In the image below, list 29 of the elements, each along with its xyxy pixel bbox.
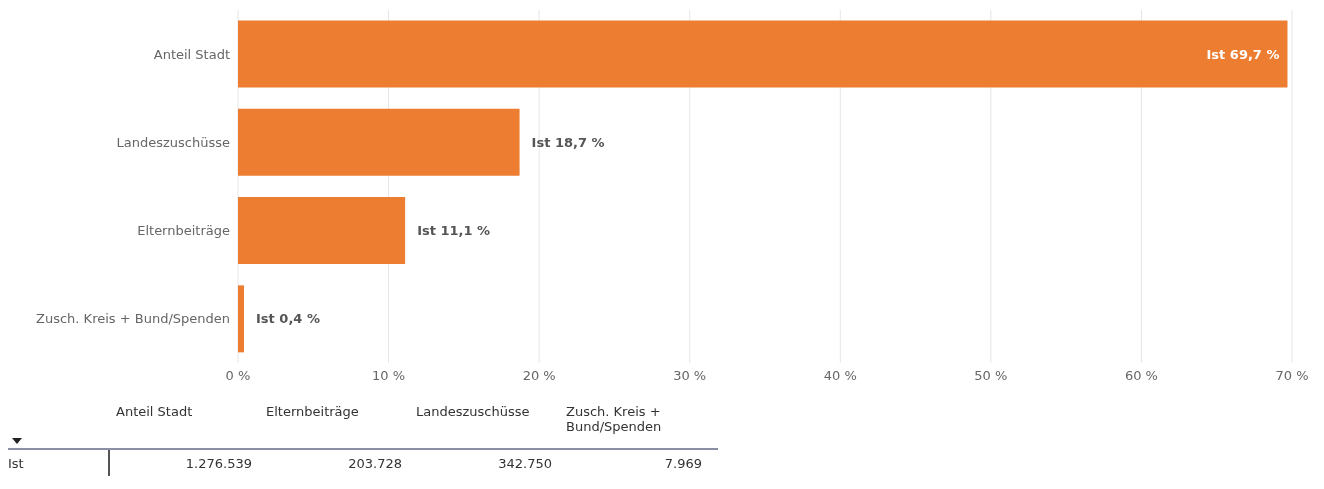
- data-label: Ist 69,7 %: [1206, 46, 1280, 62]
- y-tick-label: Landeszuschüsse: [116, 134, 230, 150]
- text: Landeszuschüsse: [415, 403, 531, 421]
- x-tick-label: 20 %: [522, 368, 556, 384]
- bar: [238, 108, 520, 176]
- y-tick-label: Elternbeiträge: [137, 223, 230, 239]
- bar: [238, 20, 1288, 88]
- text: Zusch. Kreis + Bund/Spenden: [565, 403, 663, 436]
- data-label: Ist 0,4 %: [256, 311, 320, 327]
- y-tick-label: Zusch. Kreis + Bund/Spenden: [36, 311, 230, 327]
- text: Elternbeiträge: [265, 403, 360, 421]
- text: 7.969: [663, 455, 703, 471]
- x-tick-label: 0 %: [225, 368, 251, 384]
- x-tick-label: 70 %: [1275, 368, 1309, 384]
- x-tick-label: 40 %: [823, 368, 857, 384]
- bar: [238, 197, 406, 265]
- text: 342.750: [497, 455, 553, 471]
- text: 203.728: [347, 455, 403, 471]
- text: Anteil Stadt: [115, 403, 194, 421]
- text: Ist: [8, 450, 110, 476]
- y-tick-label: Anteil Stadt: [153, 46, 230, 62]
- x-tick-label: 50 %: [974, 368, 1008, 384]
- data-label: Ist 11,1 %: [417, 223, 491, 239]
- text: 1.276.539: [184, 455, 253, 471]
- data-label: Ist 18,7 %: [531, 134, 605, 150]
- x-tick-label: 30 %: [673, 368, 707, 384]
- x-tick-label: 60 %: [1124, 368, 1158, 384]
- x-tick-label: 10 %: [372, 368, 406, 384]
- bar: [238, 285, 245, 353]
